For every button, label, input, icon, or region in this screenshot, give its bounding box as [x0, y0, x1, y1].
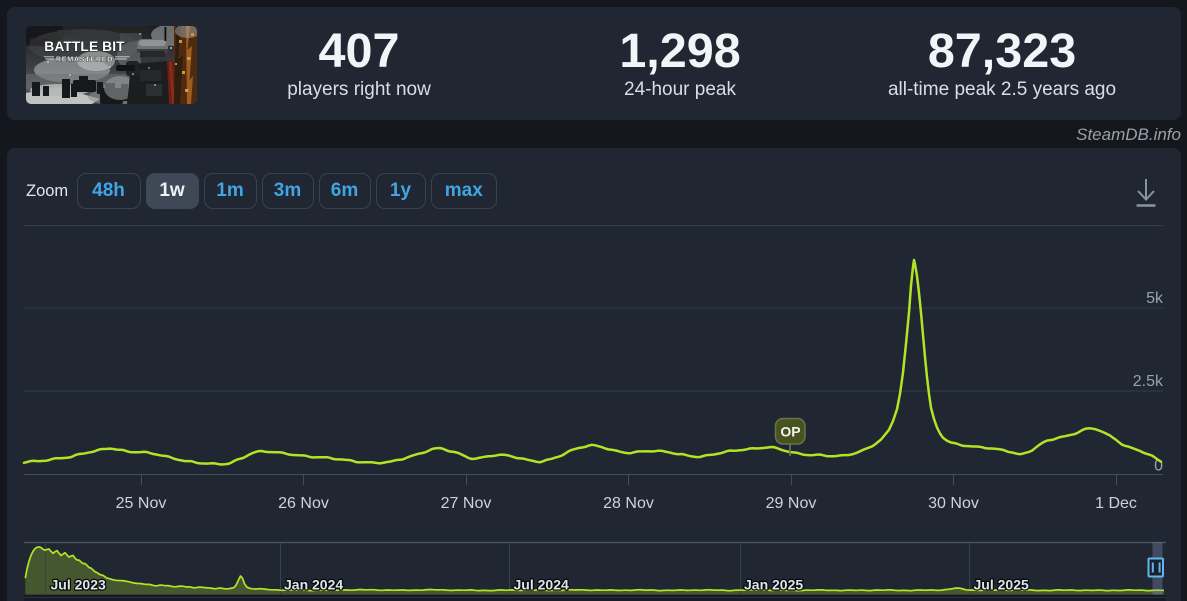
svg-text:1 Dec: 1 Dec — [1095, 495, 1137, 512]
svg-text:REMASTERED: REMASTERED — [56, 55, 113, 64]
svg-text:2.5k: 2.5k — [1133, 373, 1164, 390]
svg-text:Jul 2025: Jul 2025 — [974, 577, 1029, 593]
svg-text:Jan 2025: Jan 2025 — [744, 577, 803, 593]
svg-text:Jul 2023: Jul 2023 — [51, 577, 106, 593]
svg-text:BATTLE BIT: BATTLE BIT — [44, 39, 125, 54]
svg-text:Jan 2024: Jan 2024 — [284, 577, 343, 593]
svg-text:25 Nov: 25 Nov — [116, 495, 167, 512]
svg-text:30 Nov: 30 Nov — [928, 495, 979, 512]
svg-text:0: 0 — [1154, 458, 1163, 475]
svg-text:5k: 5k — [1146, 290, 1164, 307]
svg-text:Jul 2024: Jul 2024 — [514, 577, 569, 593]
svg-text:28 Nov: 28 Nov — [603, 495, 654, 512]
svg-text:OP: OP — [780, 424, 800, 440]
svg-text:29 Nov: 29 Nov — [766, 495, 817, 512]
svg-text:27 Nov: 27 Nov — [441, 495, 492, 512]
svg-text:26 Nov: 26 Nov — [278, 495, 329, 512]
